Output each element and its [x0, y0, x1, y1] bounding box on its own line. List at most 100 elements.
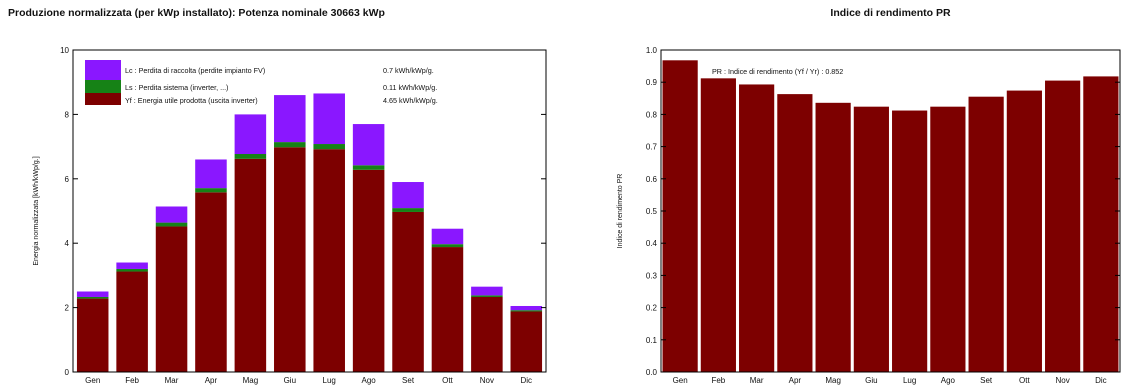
chart1-bar-lc-set	[392, 182, 424, 209]
chart1-bar-yf-dic	[510, 311, 543, 372]
chart2-y-tick-label: 0.4	[646, 239, 658, 248]
chart2-bar-lug	[892, 110, 928, 372]
chart2-bar-gen	[662, 60, 698, 372]
chart1-bar-lc-ago	[352, 124, 385, 166]
chart1-y-tick-label: 8	[65, 110, 70, 119]
chart1-title: Produzione normalizzata (per kWp install…	[8, 7, 385, 19]
chart1-bar-yf-nov	[471, 296, 503, 372]
chart1-y-tick-label: 0	[65, 368, 70, 377]
chart2-bar-apr	[777, 94, 813, 372]
chart2-x-tick-label: Nov	[1056, 376, 1070, 385]
chart2-bar-mar	[739, 84, 775, 372]
chart1-bar-ls-lug	[313, 144, 345, 150]
chart2-y-tick-label: 0.8	[646, 110, 658, 119]
chart1-legend: Lc : Perdita di raccolta (perdite impian…	[85, 60, 438, 105]
chart2-bar-nov	[1045, 80, 1081, 372]
chart1-bar-lc-nov	[471, 286, 503, 296]
legend-swatch-yf	[85, 93, 121, 105]
chart2-y-tick-label: 0.2	[646, 304, 658, 313]
chart1-bar-ls-mag	[234, 154, 267, 159]
chart1-bar-lc-lug	[313, 93, 345, 145]
chart2-x-tick-label: Apr	[789, 376, 802, 385]
legend-value-ls: 0.11 kWh/kWp/g.	[383, 83, 437, 92]
chart1-bar-ls-mar	[155, 222, 188, 227]
normalized-production-chart: Produzione normalizzata (per kWp install…	[8, 7, 547, 385]
chart2-y-tick-label: 0.1	[646, 336, 658, 345]
chart1-x-tick-label: Lug	[323, 376, 336, 385]
chart2-y-tick-label: 0.3	[646, 271, 658, 280]
chart1-bar-ls-giu	[274, 142, 306, 148]
legend-swatch-ls	[85, 80, 121, 93]
chart1-bar-yf-apr	[195, 192, 227, 372]
chart1-bar-yf-gen	[76, 298, 109, 372]
chart1-bar-yf-ago	[352, 169, 385, 372]
chart1-x-tick-label: Dic	[521, 376, 533, 385]
chart2-bar-feb	[700, 78, 736, 372]
chart1-x-tick-label: Ott	[442, 376, 453, 385]
chart1-x-tick-label: Ago	[362, 376, 377, 385]
chart2-x-tick-label: Ago	[941, 376, 956, 385]
chart2-y-tick-label: 1.0	[646, 46, 658, 55]
chart1-y-tick-label: 10	[60, 46, 69, 55]
legend-value-lc: 0.7 kWh/kWp/g.	[383, 66, 434, 75]
chart2-pr-annotation: PR : Indice di rendimento (Yf / Yr) : 0.…	[712, 67, 843, 76]
chart1-bar-lc-ott	[431, 228, 464, 245]
chart1-bar-lc-mag	[234, 114, 267, 155]
chart2-x-tick-label: Feb	[711, 376, 725, 385]
chart2-y-tick-label: 0.6	[646, 175, 658, 184]
chart2-x-tick-label: Lug	[903, 376, 916, 385]
chart2-x-tick-label: Set	[980, 376, 993, 385]
chart1-x-tick-label: Feb	[125, 376, 139, 385]
chart2-bar-giu	[853, 106, 889, 372]
chart1-x-tick-label: Set	[402, 376, 415, 385]
chart1-bar-yf-giu	[274, 147, 306, 372]
legend-label-yf: Yf : Energia utile prodotta (uscita inve…	[125, 96, 258, 105]
chart1-bar-yf-lug	[313, 149, 345, 372]
chart2-y-tick-label: 0.0	[646, 368, 658, 377]
chart2-bar-ago	[930, 106, 966, 372]
chart1-x-tick-label: Mar	[165, 376, 179, 385]
chart2-bar-ott	[1006, 90, 1042, 373]
chart1-x-tick-label: Gen	[85, 376, 100, 385]
chart2-y-tick-label: 0.5	[646, 207, 658, 216]
chart2-y-tick-label: 0.9	[646, 78, 658, 87]
chart1-bar-ls-apr	[195, 188, 227, 193]
chart1-bar-yf-feb	[116, 271, 148, 372]
chart2-bar-mag	[815, 102, 851, 373]
chart1-y-axis-label: Energia normalizzata [kWh/kWp/g.]	[33, 156, 40, 265]
legend-label-lc: Lc : Perdita di raccolta (perdite impian…	[125, 66, 265, 75]
chart2-bar-set	[968, 96, 1004, 372]
chart1-y-tick-label: 2	[65, 304, 70, 313]
chart1-bar-ls-gen	[76, 296, 109, 299]
chart1-bar-lc-apr	[195, 159, 227, 189]
chart2-y-tick-label: 0.7	[646, 143, 658, 152]
chart1-bar-yf-ott	[431, 247, 464, 372]
chart1-y-tick-label: 6	[65, 175, 70, 184]
chart2-x-tick-label: Giu	[865, 376, 877, 385]
chart2-title: Indice di rendimento PR	[830, 7, 951, 19]
chart2-bar-dic	[1083, 76, 1119, 373]
chart2-x-tick-label: Mar	[750, 376, 764, 385]
chart1-x-tick-label: Mag	[243, 376, 259, 385]
chart2-annotation-box	[705, 64, 940, 78]
chart2-x-tick-label: Gen	[673, 376, 688, 385]
chart1-bar-lc-dic	[510, 305, 543, 311]
chart1-x-tick-label: Nov	[480, 376, 494, 385]
chart1-bar-lc-giu	[274, 95, 306, 143]
chart1-bar-ls-ago	[352, 165, 385, 170]
chart1-bar-yf-mar	[155, 226, 188, 372]
chart2-x-tick-label: Mag	[825, 376, 841, 385]
chart2-y-axis-label: Indice di rendimento PR	[617, 174, 624, 249]
chart1-bar-lc-mar	[155, 206, 188, 223]
chart1-bar-ls-set	[392, 208, 424, 212]
chart1-bar-yf-set	[392, 211, 424, 372]
chart1-x-tick-label: Giu	[284, 376, 296, 385]
chart1-bar-ls-feb	[116, 268, 148, 272]
performance-ratio-chart: Indice di rendimento PR 0.0 0.1 0.2 0.3 0.4 0…	[617, 7, 1121, 385]
chart1-bar-lc-feb	[116, 262, 148, 269]
chart1-bar-ls-dic	[510, 310, 543, 312]
chart1-bar-lc-gen	[76, 291, 109, 297]
legend-label-ls: Ls : Perdita sistema (inverter, ...)	[125, 83, 228, 92]
chart1-plot-frame	[72, 49, 547, 373]
